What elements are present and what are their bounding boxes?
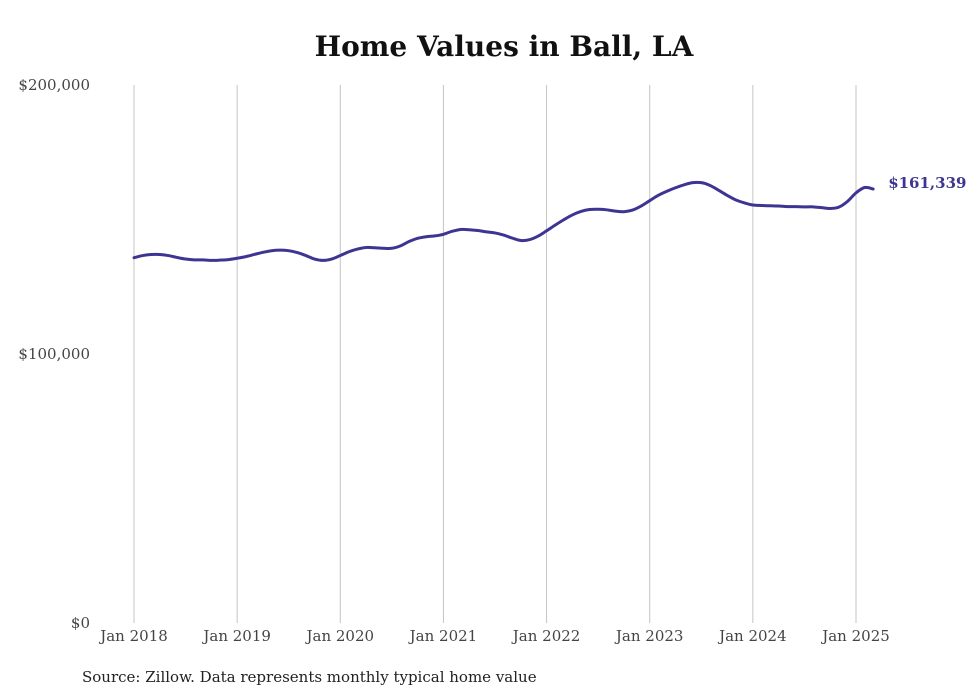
end-value-label: $161,339: [888, 174, 966, 192]
x-tick-label: Jan 2019: [201, 627, 271, 645]
x-tick-label: Jan 2018: [98, 627, 168, 645]
x-tick-label: Jan 2025: [820, 627, 890, 645]
x-tick-label: Jan 2022: [511, 627, 581, 645]
y-tick-label: $100,000: [18, 345, 90, 363]
x-tick-label: Jan 2023: [614, 627, 684, 645]
source-note: Source: Zillow. Data represents monthly …: [82, 668, 537, 686]
x-tick-label: Jan 2024: [717, 627, 787, 645]
series-group: [132, 180, 875, 262]
vertical-gridlines: [133, 85, 857, 623]
x-axis: Jan 2018 Jan 2019 Jan 2020 Jan 2021 Jan 2022…: [98, 627, 890, 645]
y-axis: $0 $100,000 $200,000: [18, 76, 90, 632]
x-tick-label: Jan 2020: [305, 627, 375, 645]
y-tick-label: $200,000: [18, 76, 90, 94]
series-line: [132, 180, 875, 262]
x-tick-label: Jan 2021: [408, 627, 478, 645]
y-tick-label: $0: [71, 614, 90, 632]
annotation-group: $161,339: [888, 174, 966, 192]
chart-title: Home Values in Ball, LA: [314, 30, 694, 63]
